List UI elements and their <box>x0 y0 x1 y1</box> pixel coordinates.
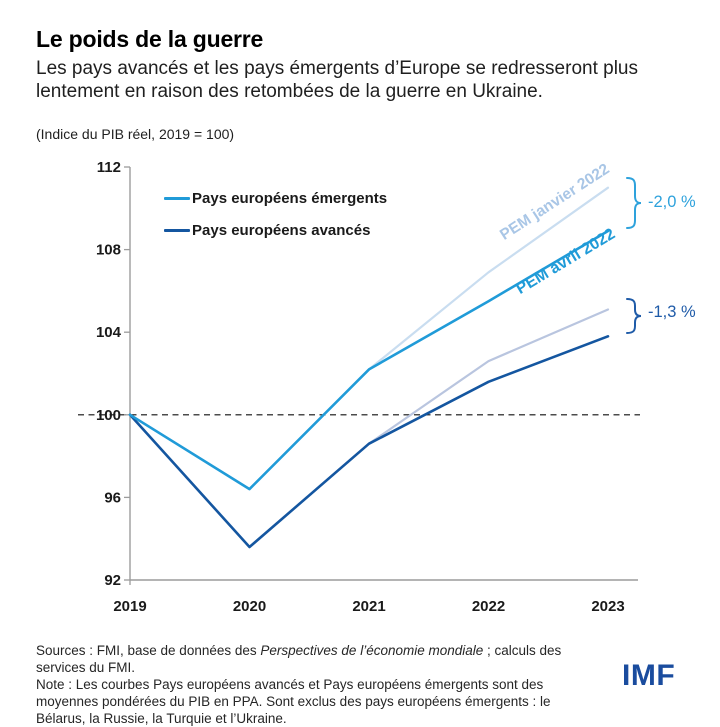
sources-prefix: Sources : FMI, base de données des <box>36 643 261 658</box>
gap-value-avances: -1,3 % <box>648 303 696 321</box>
imf-logo: IMF <box>622 659 676 692</box>
gap-value-emergents: -2,0 % <box>648 193 696 211</box>
legend-swatch-avances <box>164 229 190 232</box>
series-lines <box>128 186 610 549</box>
legend-label-emergents: Pays européens émergents <box>192 190 388 207</box>
note-text: Note : Les courbes Pays européens avancé… <box>36 677 551 727</box>
y-tick-label: 108 <box>96 242 121 259</box>
y-axis-ticks <box>124 166 130 581</box>
page-title: Le poids de la guerre <box>36 26 264 52</box>
x-tick-label: 2020 <box>233 598 266 615</box>
legend-swatch-emergents <box>164 197 190 200</box>
legend-item-avances: Pays européens avancés <box>164 222 387 239</box>
x-tick-label: 2021 <box>352 598 385 615</box>
x-tick-label: 2022 <box>472 598 505 615</box>
gap-bracket-avances <box>626 298 642 334</box>
x-tick-label: 2019 <box>113 598 146 615</box>
unit-note: (Indice du PIB réel, 2019 = 100) <box>36 126 235 142</box>
x-axis-labels: 2019 2020 2021 2022 2023 <box>113 598 624 615</box>
y-axis-labels: 92 96 100 104 108 112 <box>96 159 122 589</box>
chart-legend: Pays européens émergents Pays européens … <box>164 190 387 239</box>
y-tick-label: 96 <box>104 489 121 506</box>
legend-label-avances: Pays européens avancés <box>192 222 371 239</box>
sources-text: Sources : FMI, base de données des Persp… <box>36 642 601 676</box>
y-tick-label: 100 <box>96 407 121 424</box>
sources-italic: Perspectives de l’économie mondiale <box>260 643 484 658</box>
chart-subtitle: Les pays avancés et les pays émergents d… <box>36 58 638 103</box>
y-tick-label: 104 <box>96 324 122 341</box>
legend-item-emergents: Pays européens émergents <box>164 190 387 207</box>
series-line-2 <box>128 334 610 549</box>
y-tick-label: 112 <box>97 159 121 176</box>
y-tick-label: 92 <box>104 572 121 589</box>
series-line-3 <box>128 229 610 491</box>
series-line-1 <box>128 308 610 549</box>
x-tick-label: 2023 <box>591 598 624 615</box>
sources-suffix: ; calculs des services du FMI. <box>36 643 562 676</box>
gap-bracket-emergents <box>626 177 642 229</box>
